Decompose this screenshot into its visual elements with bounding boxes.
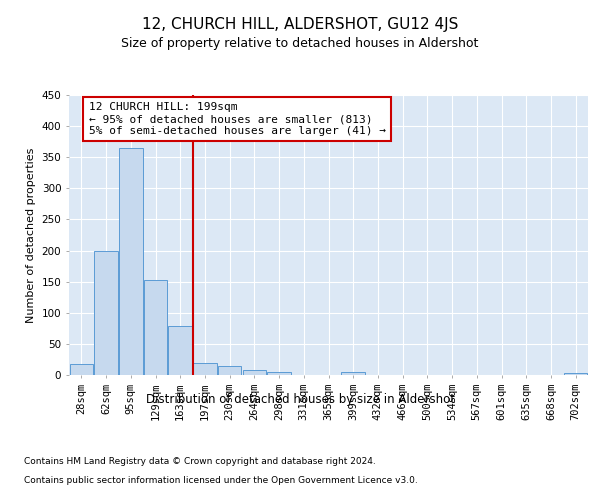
Bar [119,148,143,375]
Text: Distribution of detached houses by size in Aldershot: Distribution of detached houses by size … [146,392,455,406]
Bar [193,362,217,375]
Bar [341,372,365,375]
Text: Contains HM Land Registry data © Crown copyright and database right 2024.: Contains HM Land Registry data © Crown c… [24,458,376,466]
Text: Size of property relative to detached houses in Aldershot: Size of property relative to detached ho… [121,38,479,51]
Y-axis label: Number of detached properties: Number of detached properties [26,148,36,322]
Bar [268,372,291,375]
Bar [169,326,192,375]
Bar [564,372,587,375]
Text: Contains public sector information licensed under the Open Government Licence v3: Contains public sector information licen… [24,476,418,485]
Bar [144,280,167,375]
Text: 12 CHURCH HILL: 199sqm
← 95% of detached houses are smaller (813)
5% of semi-det: 12 CHURCH HILL: 199sqm ← 95% of detached… [89,102,386,136]
Text: 12, CHURCH HILL, ALDERSHOT, GU12 4JS: 12, CHURCH HILL, ALDERSHOT, GU12 4JS [142,18,458,32]
Bar [94,250,118,375]
Bar [218,366,241,375]
Bar [242,370,266,375]
Bar [70,364,93,375]
